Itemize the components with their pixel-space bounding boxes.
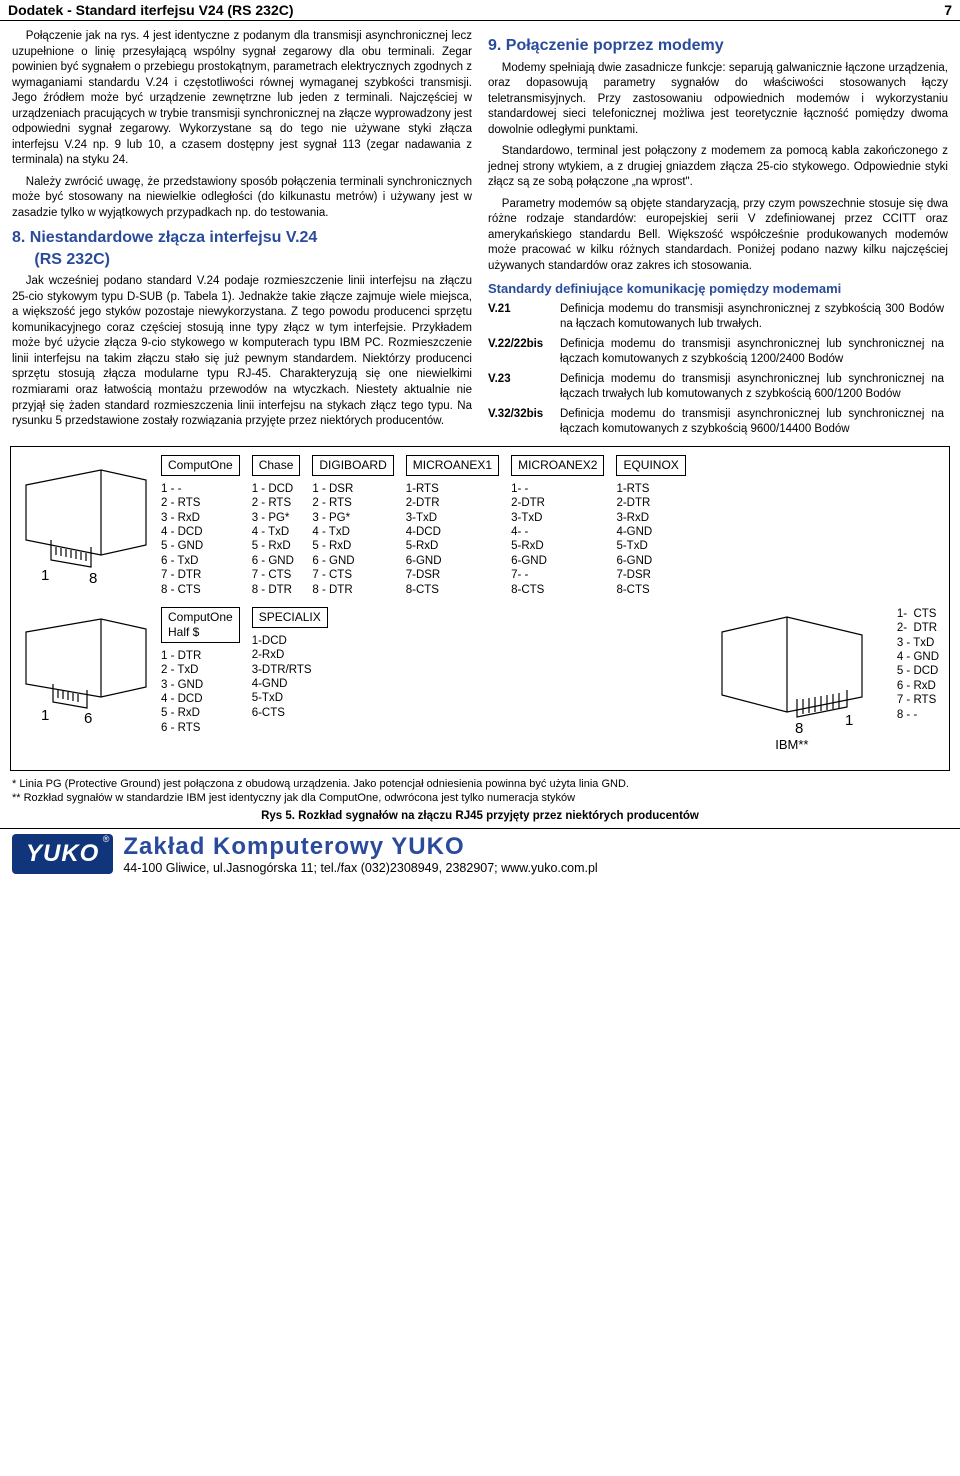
std-label: V.23	[488, 372, 560, 388]
banner-address: 44-100 Gliwice, ul.Jasnogórska 11; tel./…	[123, 861, 948, 875]
standard-row: V.32/32bisDefinicja modemu do transmisji…	[488, 407, 948, 438]
footer-banner: ® YUKO Zakład Komputerowy YUKO 44-100 Gl…	[0, 828, 960, 883]
pin-block: Chase 1 - DCD 2 - RTS 3 - PG* 4 - TxD 5 -…	[252, 455, 301, 597]
banner-text: Zakład Komputerowy YUKO 44-100 Gliwice, …	[123, 833, 948, 875]
banner-title: Zakład Komputerowy YUKO	[123, 833, 948, 861]
std-label: V.22/22bis	[488, 337, 560, 353]
std-label: V.32/32bis	[488, 407, 560, 423]
pin-block-title: MICROANEX1	[406, 455, 499, 476]
pin-list: 1- - 2-DTR 3-TxD 4- - 5-RxD 6-GND 7- - 8…	[511, 482, 604, 597]
pin-block-title: ComputOne Half $	[161, 607, 240, 643]
pin-block: MICROANEX1 1-RTS 2-DTR 3-TxD 4-DCD 5-RxD …	[406, 455, 499, 597]
pin-list: 1-RTS 2-DTR 3-RxD 4-GND 5-TxD 6-GND 7-DS…	[616, 482, 685, 597]
pin-label: 6	[84, 710, 92, 727]
pin-block: ComputOne Half $ 1 - DTR 2 - TxD 3 - GND …	[161, 607, 240, 735]
page-number: 7	[944, 2, 952, 18]
standard-row: V.21Definicja modemu do transmisji async…	[488, 302, 948, 333]
pin-block: EQUINOX 1-RTS 2-DTR 3-RxD 4-GND 5-TxD 6-G…	[616, 455, 685, 597]
ibm-label: IBM**	[717, 737, 867, 752]
fig-row-2: 1 6 ComputOne Half $ 1 - DTR 2 - TxD 3 - …	[21, 607, 939, 752]
std-desc: Definicja modemu do transmisji asynchron…	[560, 302, 944, 333]
pin-block-title: DIGIBOARD	[312, 455, 393, 476]
standards-list: V.21Definicja modemu do transmisji async…	[488, 302, 948, 438]
pin-block-title: SPECIALIX	[252, 607, 328, 628]
pin-block-title: MICROANEX2	[511, 455, 604, 476]
pin-label: 1	[41, 567, 49, 584]
pin-block-title: EQUINOX	[616, 455, 685, 476]
pin-block: MICROANEX2 1- - 2-DTR 3-TxD 4- - 5-RxD 6-…	[511, 455, 604, 597]
pin-list: 1-RTS 2-DTR 3-TxD 4-DCD 5-RxD 6-GND 7-DS…	[406, 482, 499, 597]
std-desc: Definicja modemu do transmisji asynchron…	[560, 407, 944, 438]
para: Jak wcześniej podano standard V.24 podaj…	[12, 274, 472, 429]
para: Należy zwrócić uwagę, że przedstawiony s…	[12, 175, 472, 222]
section-heading: 8. Niestandardowe złącza interfejsu V.24…	[12, 227, 472, 270]
pin-list: 1 - DCD 2 - RTS 3 - PG* 4 - TxD 5 - RxD …	[252, 482, 301, 597]
left-column: Połączenie jak na rys. 4 jest identyczne…	[12, 29, 472, 442]
header-title: Dodatek - Standard iterfejsu V24 (RS 232…	[8, 2, 294, 18]
pin-block-unnamed: 1- CTS 2- DTR 3 - TxD 4 - GND 5 - DCD 6 …	[897, 607, 939, 722]
footnotes: * Linia PG (Protective Ground) jest połą…	[0, 777, 960, 810]
pin-label: 8	[795, 720, 803, 737]
right-column: 9. Połączenie poprzez modemy Modemy speł…	[488, 29, 948, 442]
rj45-connector-icon: 1 8	[21, 455, 151, 585]
page-header: Dodatek - Standard iterfejsu V24 (RS 232…	[0, 0, 960, 21]
footnote: * Linia PG (Protective Ground) jest połą…	[12, 777, 948, 791]
rj45-connector-reversed-icon: 8 1 IBM**	[717, 607, 867, 752]
para: Modemy spełniają dwie zasadnicze funkcje…	[488, 61, 948, 139]
pin-label: 1	[41, 707, 49, 724]
pin-label: 8	[89, 570, 97, 585]
pin-list: 1 - DTR 2 - TxD 3 - GND 4 - DCD 5 - RxD …	[161, 649, 240, 735]
rj12-connector-icon: 1 6	[21, 607, 151, 727]
pin-block-title: Chase	[252, 455, 301, 476]
fig-row-1: 1 8 ComputOne 1 - - 2 - RTS 3 - RxD 4 - D…	[21, 455, 939, 597]
standards-subhead: Standardy definiujące komunikację pomięd…	[488, 280, 948, 298]
yuko-logo: ® YUKO	[12, 834, 113, 874]
std-label: V.21	[488, 302, 560, 318]
std-desc: Definicja modemu do transmisji asynchron…	[560, 337, 944, 368]
standard-row: V.22/22bisDefinicja modemu do transmisji…	[488, 337, 948, 368]
pin-blocks-row2: ComputOne Half $ 1 - DTR 2 - TxD 3 - GND …	[161, 607, 667, 735]
figure-5: 1 8 ComputOne 1 - - 2 - RTS 3 - RxD 4 - D…	[10, 446, 950, 771]
std-desc: Definicja modemu do transmisji asynchron…	[560, 372, 944, 403]
para: Standardowo, terminal jest połączony z m…	[488, 144, 948, 191]
pin-list: 1-DCD 2-RxD 3-DTR/RTS 4-GND 5-TxD 6-CTS	[252, 634, 328, 720]
pin-list: 1 - - 2 - RTS 3 - RxD 4 - DCD 5 - GND 6 …	[161, 482, 240, 597]
pin-blocks-row1: ComputOne 1 - - 2 - RTS 3 - RxD 4 - DCD 5…	[161, 455, 939, 597]
pin-block: DIGIBOARD 1 - DSR 2 - RTS 3 - PG* 4 - TxD…	[312, 455, 393, 597]
pin-block-title: ComputOne	[161, 455, 240, 476]
para: Połączenie jak na rys. 4 jest identyczne…	[12, 29, 472, 169]
pin-label: 1	[845, 712, 853, 729]
standard-row: V.23Definicja modemu do transmisji async…	[488, 372, 948, 403]
section-heading: 9. Połączenie poprzez modemy	[488, 35, 948, 57]
text-columns: Połączenie jak na rys. 4 jest identyczne…	[0, 21, 960, 446]
pin-block: ComputOne 1 - - 2 - RTS 3 - RxD 4 - DCD 5…	[161, 455, 240, 597]
para: Parametry modemów są objęte standaryzacj…	[488, 197, 948, 275]
pin-list: 1- CTS 2- DTR 3 - TxD 4 - GND 5 - DCD 6 …	[897, 607, 939, 722]
footnote: ** Rozkład sygnałów w standardzie IBM je…	[12, 791, 948, 805]
figure-caption: Rys 5. Rozkład sygnałów na złączu RJ45 p…	[0, 810, 960, 828]
pin-block: SPECIALIX 1-DCD 2-RxD 3-DTR/RTS 4-GND 5-T…	[252, 607, 328, 735]
pin-list: 1 - DSR 2 - RTS 3 - PG* 4 - TxD 5 - RxD …	[312, 482, 393, 597]
